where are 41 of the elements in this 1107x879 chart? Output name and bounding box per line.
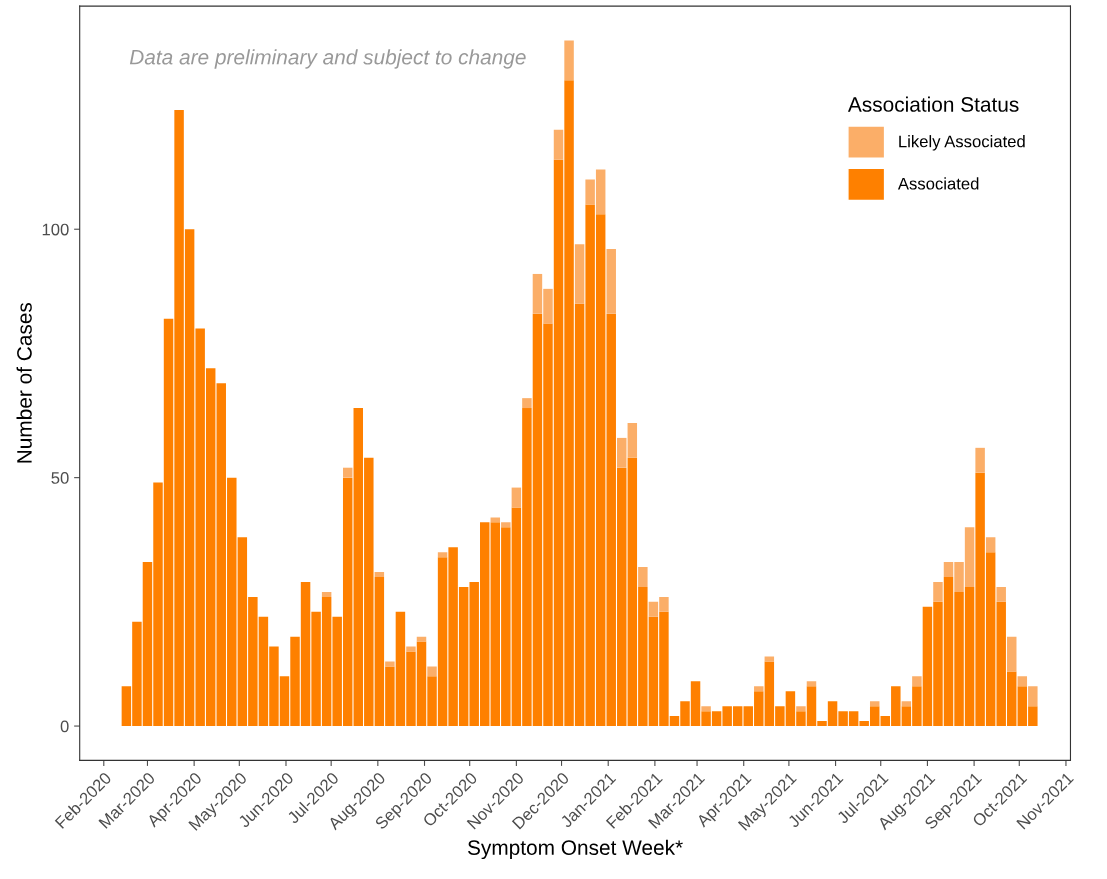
- bar: [406, 646, 416, 652]
- annotation: Data are preliminary and subject to change: [129, 49, 526, 69]
- bar: [701, 706, 711, 712]
- bar: [437, 552, 448, 558]
- bar: [912, 676, 922, 687]
- bar: [374, 572, 385, 578]
- bar: [385, 661, 395, 667]
- legend-title: Association Status: [847, 96, 1019, 112]
- y-tick-label: 100: [42, 223, 69, 236]
- bar: [321, 591, 332, 597]
- bar: [796, 706, 806, 712]
- legend-label: Likely Associated: [899, 135, 1025, 151]
- legend-label: Associated: [897, 177, 979, 190]
- y-tick-label: 0: [60, 720, 69, 733]
- bar: [342, 467, 353, 478]
- y-axis-title: Number of Cases: [16, 302, 32, 463]
- bar: [764, 656, 775, 662]
- bar: [985, 537, 996, 553]
- y-tick-label: 50: [51, 472, 69, 484]
- x-axis-title: Symptom Onset Week*: [467, 839, 683, 860]
- bar: [511, 487, 522, 508]
- bar: [869, 701, 880, 707]
- bar: [1007, 636, 1017, 672]
- bar: [522, 398, 532, 409]
- bar: [806, 681, 817, 687]
- bar: [901, 701, 912, 707]
- bar: [638, 567, 648, 587]
- bar: [416, 636, 427, 642]
- bar: [975, 447, 985, 473]
- bar: [933, 581, 943, 602]
- bar: [553, 129, 564, 160]
- bar: [1028, 686, 1038, 707]
- bar: [501, 522, 511, 528]
- bar: [564, 40, 574, 81]
- bar: [427, 666, 437, 677]
- bar: [490, 517, 501, 523]
- bar: [1017, 676, 1028, 687]
- bar: [574, 244, 585, 304]
- bar: [996, 586, 1006, 602]
- bar: [754, 686, 764, 692]
- bar: [606, 249, 616, 314]
